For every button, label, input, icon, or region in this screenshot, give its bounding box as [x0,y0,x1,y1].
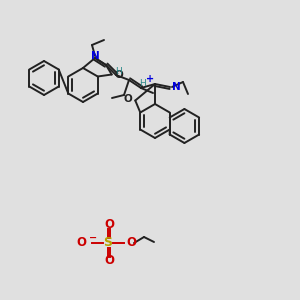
Text: −: − [89,233,97,243]
Text: O: O [76,236,86,250]
Text: H: H [140,79,146,88]
Text: O: O [124,94,132,103]
Text: S: S [103,236,112,250]
Text: O: O [126,236,136,250]
Text: H: H [115,67,122,76]
Text: O: O [104,254,114,268]
Text: N: N [91,51,99,61]
Text: O: O [104,218,114,232]
Text: O: O [115,70,124,80]
Text: N: N [172,82,181,92]
Text: +: + [146,74,154,84]
